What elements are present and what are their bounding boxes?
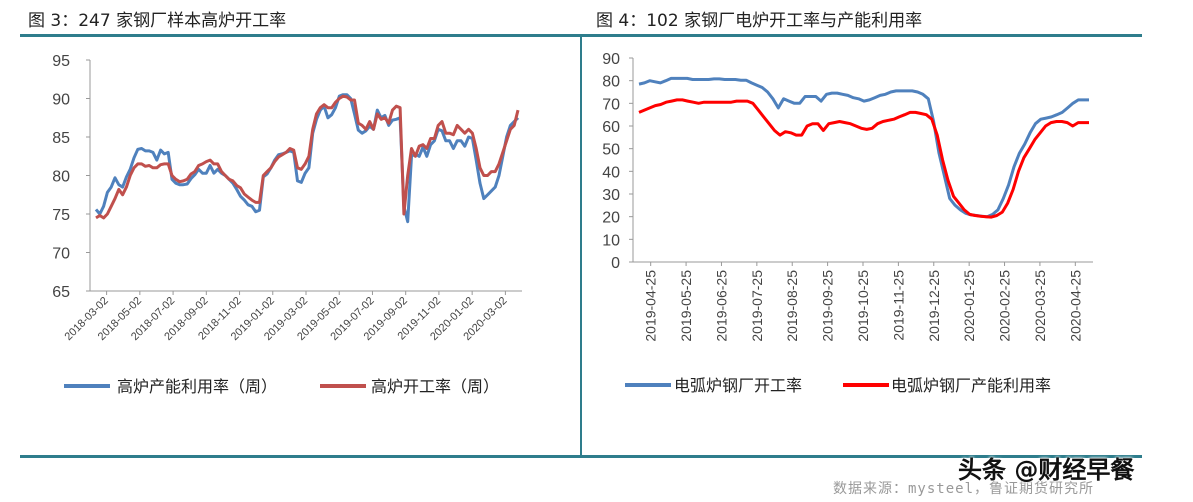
right-x-tick-label: 2019-10-25: [855, 270, 871, 342]
right-x-tick-label: 2019-12-25: [926, 270, 942, 342]
left-legend-label-2: 高炉开工率（周）: [371, 377, 499, 396]
bottom-divider: [20, 455, 1142, 458]
left-y-tick-label: 85: [52, 130, 70, 147]
left-y-tick-label: 80: [52, 169, 70, 186]
right-y-tick-label: 60: [602, 119, 620, 136]
right-y-tick-label: 70: [602, 96, 620, 113]
right-x-tick-label: 2019-11-25: [890, 270, 906, 341]
watermark: 头条 @财经早餐: [958, 456, 1135, 484]
right-x-tick-label: 2019-05-25: [678, 270, 694, 342]
right-x-tick-label: 2019-08-25: [784, 270, 800, 342]
right-y-tick-label: 0: [611, 255, 620, 272]
left-series-line-1: [94, 93, 520, 224]
right-legend-label-2: 电弧炉钢厂产能利用率: [891, 376, 1051, 395]
right-y-tick-label: 20: [602, 210, 620, 227]
right-x-tick-label: 2019-06-25: [713, 270, 729, 342]
right-y-tick-label: 50: [602, 142, 620, 159]
right-x-tick-label: 2020-03-25: [1032, 270, 1048, 342]
right-legend-label-1: 电弧炉钢厂开工率: [674, 376, 802, 395]
left-legend-label-1: 高炉产能利用率（周）: [117, 377, 277, 396]
right-y-tick-label: 10: [602, 232, 620, 249]
left-series-line-2: [95, 94, 520, 220]
left-y-tick-label: 75: [52, 207, 70, 224]
right-x-tick-label: 2020-04-25: [1067, 270, 1083, 342]
right-series-line-1: [638, 76, 1089, 219]
left-y-tick-label: 70: [52, 246, 70, 263]
right-y-tick-label: 90: [602, 51, 620, 68]
middle-divider: [580, 34, 582, 458]
right-y-tick-label: 80: [602, 74, 620, 91]
right-x-tick-label: 2019-09-25: [820, 270, 836, 342]
left-figure-title: 图 3：247 家钢厂样本高炉开工率: [28, 11, 287, 31]
right-series-line-2: [638, 98, 1089, 219]
data-source-note: 数据来源：mysteel，鲁证期货研究所: [833, 481, 1095, 497]
right-y-tick-label: 40: [602, 164, 620, 181]
right-x-tick-label: 2019-04-25: [643, 270, 659, 342]
right-x-tick-label: 2020-01-25: [961, 270, 977, 342]
right-x-tick-label: 2019-07-25: [749, 270, 765, 342]
right-x-tick-label: 2020-02-25: [997, 270, 1013, 342]
left-y-tick-label: 65: [52, 284, 70, 301]
right-y-tick-label: 30: [602, 187, 620, 204]
right-figure-title: 图 4：102 家钢厂电炉开工率与产能利用率: [596, 11, 923, 31]
left-y-tick-label: 95: [52, 53, 70, 70]
left-y-tick-label: 90: [52, 92, 70, 109]
